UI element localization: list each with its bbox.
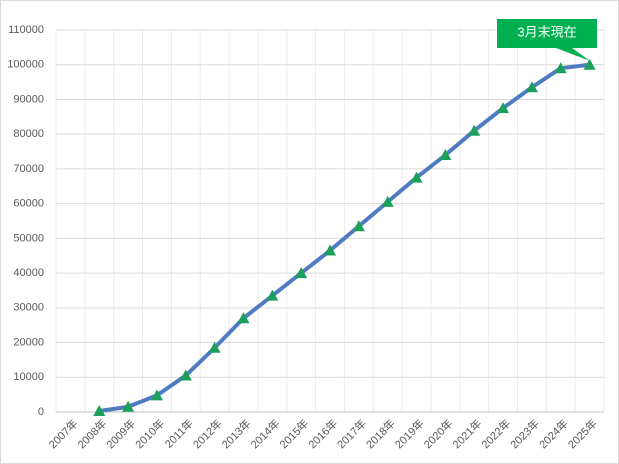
- marker: [554, 62, 567, 74]
- annotation-callout: [497, 19, 597, 61]
- y-tick-label: 60000: [13, 198, 44, 210]
- y-tick-label: 100000: [7, 59, 44, 71]
- marker: [381, 195, 394, 207]
- marker: [497, 102, 510, 114]
- y-tick-label: 20000: [13, 336, 44, 348]
- y-tick-label: 50000: [13, 232, 44, 244]
- marker: [439, 149, 452, 161]
- y-tick-label: 90000: [13, 93, 44, 105]
- y-tick-label: 0: [38, 406, 44, 418]
- marker: [525, 81, 538, 93]
- marker: [410, 171, 423, 183]
- annotation: 3月末現在: [517, 24, 576, 39]
- marker: [295, 267, 308, 279]
- y-tick-label: 30000: [13, 302, 44, 314]
- y-tick-label: 80000: [13, 128, 44, 140]
- y-tick-label: 110000: [8, 24, 44, 36]
- marker: [93, 404, 106, 416]
- marker: [324, 244, 336, 256]
- marker: [122, 400, 135, 412]
- marker: [237, 312, 250, 324]
- marker: [266, 289, 279, 301]
- marker: [150, 389, 163, 401]
- y-tick-label: 40000: [13, 267, 44, 279]
- y-tick-label: 10000: [13, 371, 44, 383]
- marker: [208, 341, 221, 353]
- marker: [583, 58, 596, 70]
- marker: [352, 220, 365, 232]
- y-tick-label: 70000: [13, 163, 44, 175]
- marker: [468, 124, 481, 136]
- marker: [179, 369, 192, 381]
